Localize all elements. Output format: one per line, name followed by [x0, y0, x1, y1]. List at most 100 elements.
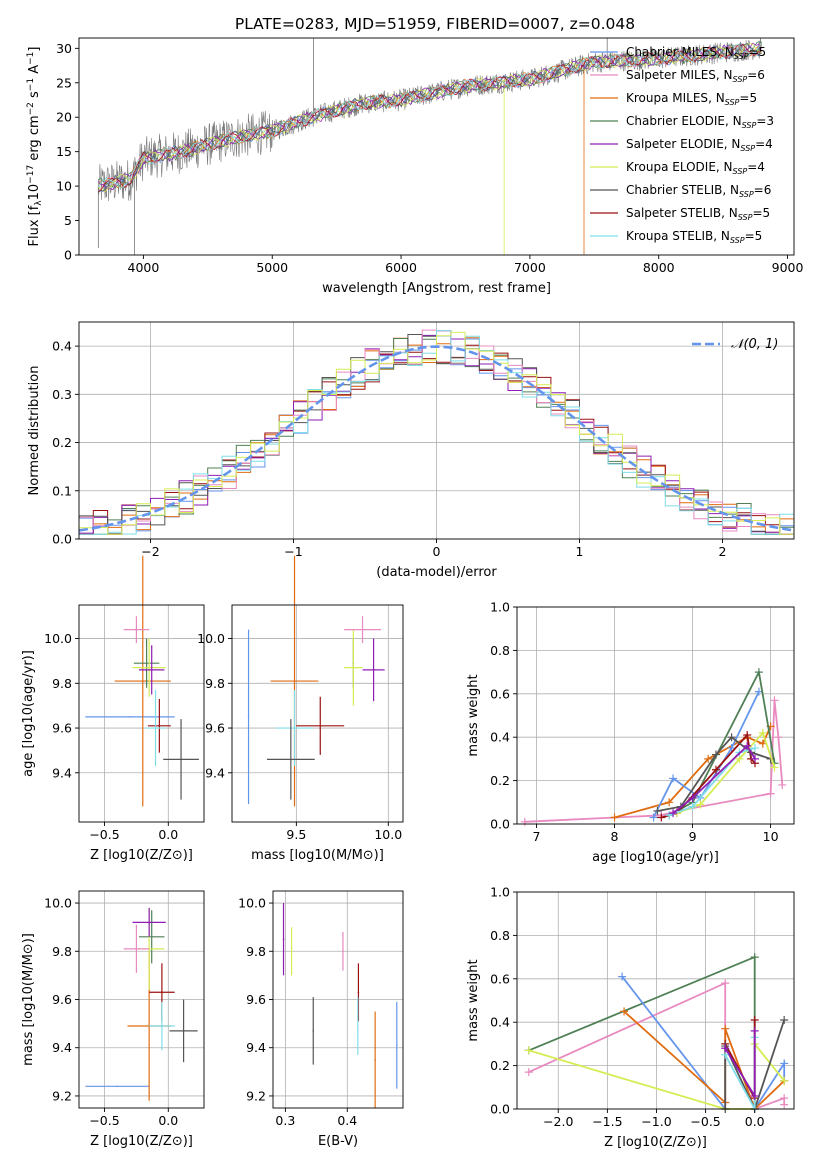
axes-mass-weight-vs-Z: −2.0 −1.5 −1.0 −0.5 0.0 0.0 0.2 0.4 0.6 0.8 1.0 Z [… — [466, 885, 795, 1150]
y-label-part: −17 — [26, 165, 36, 184]
y-tick-label: 0.3 — [52, 387, 72, 402]
y-tick-label: 0.4 — [490, 1015, 510, 1030]
normal-curve-line — [79, 345, 794, 532]
plus-marker — [665, 798, 674, 807]
data-point — [293, 727, 296, 729]
data-point — [150, 669, 153, 671]
y-tick-label: 9.4 — [246, 1040, 266, 1055]
plus-marker — [750, 1016, 759, 1025]
x-tick-label: 0.0 — [158, 1113, 178, 1128]
data-point — [135, 948, 138, 950]
y-tick-label: 9.8 — [52, 676, 72, 691]
y-tick-label: 9.2 — [246, 1088, 266, 1103]
y-tick-label: 9.8 — [246, 944, 266, 959]
legend-entry: Salpeter STELIB, NSSP=5 — [626, 206, 770, 222]
data-point — [148, 666, 150, 669]
x-tick-label: −1 — [284, 544, 302, 559]
x-tick-label: 2 — [719, 544, 727, 559]
mass-weight-line — [528, 955, 756, 1109]
x-axis-label: (data-model)/error — [376, 565, 497, 580]
plus-marker — [743, 741, 752, 750]
plus-marker — [721, 1024, 730, 1033]
axes-age-vs-mass: 9.5 10.0 9.4 9.6 9.8 10.0 mass [log10(M/M⊙)] — [197, 555, 404, 863]
y-label-part: A — [27, 65, 42, 78]
plot-area — [85, 907, 198, 1101]
legend-nssp-eq: = — [754, 183, 764, 197]
x-tick-label: −0.5 — [89, 1113, 119, 1128]
plus-marker — [649, 813, 658, 822]
legend-series-name: Kroupa STELIB — [626, 229, 713, 243]
plus-marker — [620, 1007, 629, 1016]
data-point — [116, 1085, 119, 1088]
x-tick-label: 0 — [433, 544, 441, 559]
plus-marker — [618, 972, 627, 981]
plot-area — [282, 903, 398, 1108]
legend-nssp-value: 5 — [763, 206, 771, 220]
plus-marker — [727, 744, 736, 753]
y-tick-label: 0.4 — [490, 730, 510, 745]
y-label-part: −1 — [26, 78, 36, 91]
legend-nssp-value: 6 — [757, 68, 765, 82]
y-tick-label: 5 — [64, 213, 72, 228]
data-point — [154, 727, 157, 729]
y-tick-label: 9.4 — [52, 1040, 72, 1055]
figure-title: PLATE=0283, MJD=51959, FIBERID=0007, z=0… — [235, 15, 635, 33]
plus-marker — [758, 728, 767, 737]
axes-mass-vs-ebv: 0.3 0.4 9.2 9.4 9.6 9.8 10.0 E(B-V) — [238, 890, 404, 1149]
plus-marker — [780, 1100, 789, 1109]
y-tick-label: 9.8 — [205, 676, 225, 691]
data-point — [161, 991, 163, 994]
plus-marker — [657, 813, 666, 822]
x-tick-label: 7000 — [514, 260, 546, 275]
legend-entry: Salpeter ELODIE, NSSP=4 — [626, 137, 773, 153]
legend-nssp-sub: SSP — [730, 236, 745, 245]
legend-nssp-sub: SSP — [733, 75, 748, 84]
legend-nssp-prefix: , N — [717, 45, 734, 59]
legend-nssp-prefix: , N — [724, 137, 741, 151]
y-tick-label: 0.6 — [490, 686, 510, 701]
legend-nssp-value: 5 — [759, 45, 767, 59]
legend-entry: Kroupa MILES, NSSP=5 — [626, 91, 757, 107]
y-tick-label: 0.1 — [52, 483, 72, 498]
data-point — [129, 716, 131, 718]
data-point — [158, 725, 161, 727]
plot-area — [97, 38, 762, 255]
data-point — [290, 950, 293, 953]
x-tick-label: 0.4 — [337, 1113, 357, 1128]
legend-nssp-sub: SSP — [740, 144, 755, 153]
data-point — [372, 669, 375, 671]
legend-nssp-eq: = — [747, 160, 757, 174]
legend-nssp-value: 3 — [766, 114, 774, 128]
data-point — [293, 680, 296, 682]
x-tick-label: 8 — [611, 829, 619, 844]
mass-weight-line — [724, 1019, 786, 1112]
y-tick-label: 10.0 — [44, 896, 72, 911]
plot-area — [247, 555, 385, 807]
x-tick-label: −2.0 — [543, 1114, 573, 1129]
x-tick-label: 10 — [763, 829, 779, 844]
x-tick-label: 6000 — [385, 260, 417, 275]
legend-nssp-sub: SSP — [738, 213, 753, 222]
y-tick-label: 1.0 — [490, 600, 510, 615]
data-point — [141, 680, 144, 682]
plus-marker — [774, 733, 783, 742]
x-tick-label: 0.0 — [745, 1114, 765, 1129]
spectrum-lines — [97, 38, 762, 255]
y-label-part: erg cm — [27, 115, 42, 164]
x-tick-label: −1.5 — [592, 1114, 622, 1129]
legend-nssp-sub: SSP — [739, 190, 754, 199]
y-tick-label: 10.0 — [238, 896, 266, 911]
plus-marker — [610, 813, 619, 822]
axes-mass-vs-Z: −0.5 0.0 9.2 9.4 9.6 9.8 10.0 Z [log10(Z/Z⊙)] ma… — [21, 890, 205, 1149]
mass-weight-line — [657, 735, 771, 812]
y-tick-label: 10.0 — [197, 631, 225, 646]
legend-nssp-eq: = — [752, 206, 762, 220]
model-spectrum-line — [98, 43, 762, 193]
x-tick-label: −0.5 — [690, 1114, 720, 1129]
plus-marker — [766, 789, 775, 798]
plus-marker — [721, 979, 730, 988]
legend-nssp-prefix: , N — [721, 206, 738, 220]
x-tick-label: 8000 — [643, 260, 675, 275]
y-label-part: −2 — [26, 102, 36, 115]
